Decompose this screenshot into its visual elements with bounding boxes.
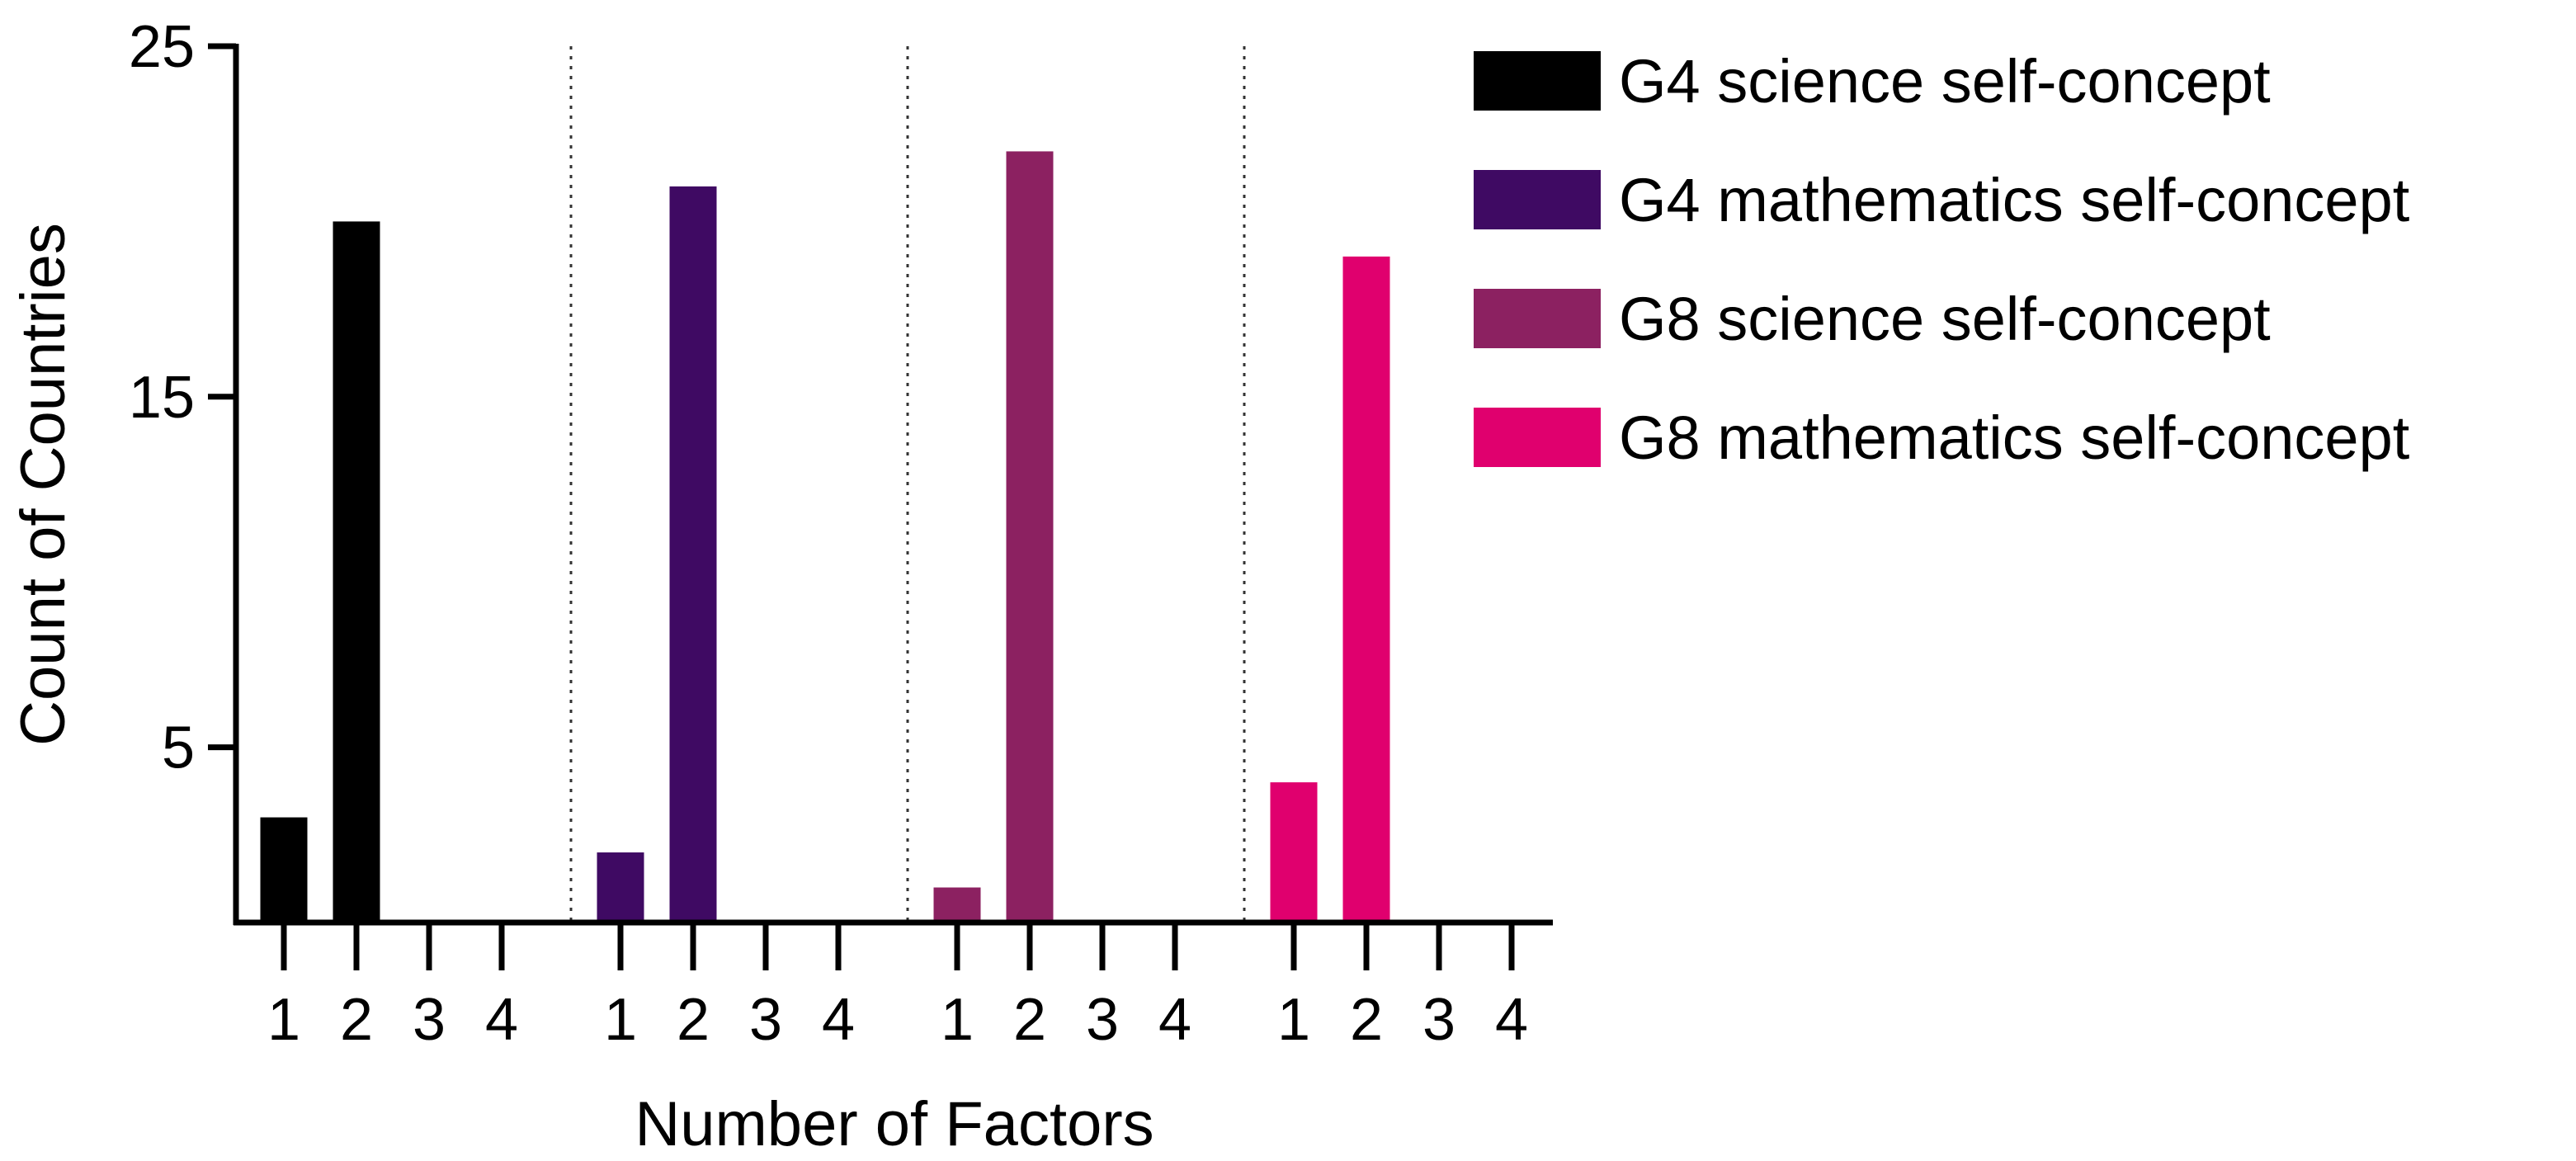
- x-tick-label: 3: [413, 987, 446, 1053]
- y-ticks: 5 15 25: [129, 14, 236, 781]
- bar: [1342, 256, 1390, 923]
- group-separators: [569, 46, 1246, 923]
- legend-swatch: [1474, 170, 1601, 229]
- x-tick-label: 1: [941, 987, 974, 1053]
- bar: [1270, 782, 1318, 923]
- x-tick-label: 3: [749, 987, 782, 1053]
- bar: [933, 887, 981, 923]
- legend-label: G8 science self-concept: [1619, 285, 2271, 353]
- x-tick-label: 4: [1158, 987, 1191, 1053]
- x-tick-label: 2: [677, 987, 710, 1053]
- y-tick-label: 15: [129, 365, 195, 431]
- legend: G4 science self-concept G4 mathematics se…: [1474, 47, 2410, 472]
- legend-swatch: [1474, 408, 1601, 467]
- bar: [260, 817, 308, 923]
- x-tick-label: 4: [1495, 987, 1528, 1053]
- legend-swatch: [1474, 51, 1601, 111]
- y-tick-label: 5: [162, 715, 195, 781]
- x-tick-label: 4: [822, 987, 855, 1053]
- x-tick-label: 3: [1086, 987, 1119, 1053]
- legend-swatch: [1474, 289, 1601, 348]
- bar: [669, 186, 717, 923]
- x-tick-label: 2: [340, 987, 373, 1053]
- x-tick-label: 1: [267, 987, 300, 1053]
- bars: [260, 151, 1390, 923]
- x-tick-label: 3: [1422, 987, 1455, 1053]
- x-axis-title: Number of Factors: [635, 1089, 1154, 1159]
- x-tick-label: 1: [1277, 987, 1310, 1053]
- y-axis-title: Count of Countries: [8, 223, 78, 746]
- bar: [1006, 151, 1054, 923]
- bar: [597, 852, 644, 923]
- x-tick-label: 4: [485, 987, 518, 1053]
- x-tick-label: 1: [604, 987, 637, 1053]
- bar: [333, 221, 380, 923]
- legend-label: G4 mathematics self-concept: [1619, 166, 2410, 234]
- legend-label: G8 mathematics self-concept: [1619, 404, 2410, 472]
- legend-label: G4 science self-concept: [1619, 47, 2271, 116]
- axes: [233, 44, 1553, 926]
- y-tick-label: 25: [129, 14, 195, 80]
- x-tick-label: 2: [1350, 987, 1383, 1053]
- x-tick-label: 2: [1013, 987, 1046, 1053]
